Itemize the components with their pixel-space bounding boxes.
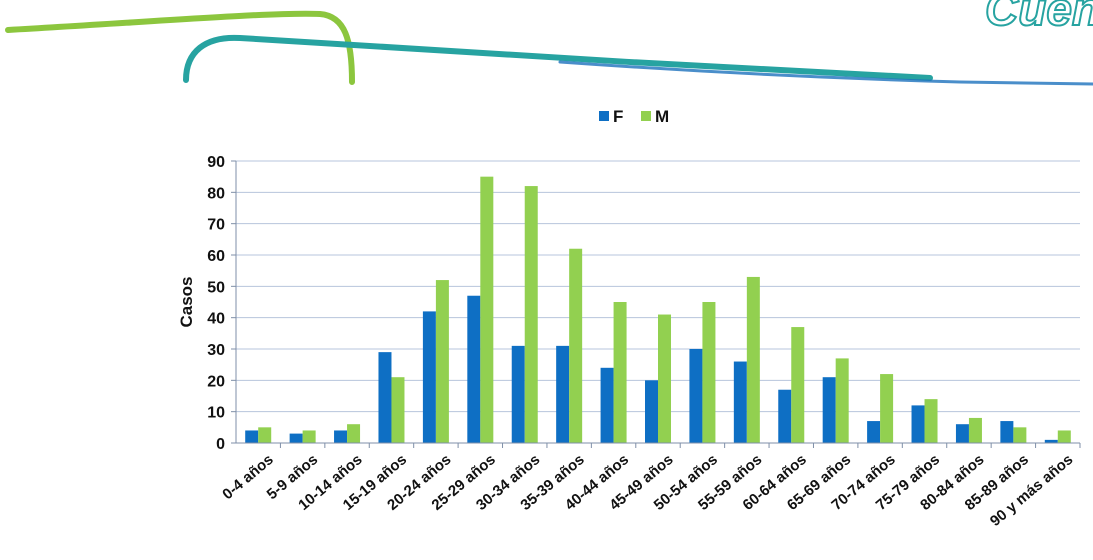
bar-m [258,427,272,443]
bar-m [968,417,982,443]
y-tick-label: 20 [207,373,225,390]
legend-swatch-m [641,111,651,121]
bar-f [511,345,525,443]
bar-m [791,327,805,443]
bar-m [435,280,449,443]
bar-m [302,430,316,443]
header-banner-graphic [5,10,1093,86]
bar-f [289,433,303,443]
bar-f [378,352,392,443]
bar-m [1057,430,1071,443]
banner-green-swoosh [5,10,355,85]
bar-m [1013,427,1027,443]
y-tick-label: 10 [207,405,225,422]
y-tick-label: 50 [207,279,225,296]
y-tick-label: 40 [207,311,225,328]
bar-m [880,374,894,443]
bar-f [822,377,836,443]
bar-m [658,314,671,443]
bar-f [778,389,792,443]
y-tick-label: 90 [207,154,225,171]
bar-f [955,424,969,443]
bar-m [835,358,849,443]
chart-legend: F M [599,107,669,126]
bar-f [556,345,570,443]
bar-f [1044,439,1058,443]
bar-m [524,186,538,444]
bar-m [391,377,405,443]
y-tick-label: 30 [207,342,225,359]
brand-logo: Cuenta [984,0,1093,36]
bar-f [645,380,658,443]
chart-bars [245,176,1071,444]
bar-m [746,276,760,443]
legend-label-f: F [613,107,623,126]
banner-teal-swoosh [183,34,933,83]
bar-f [1000,421,1014,443]
bar-f [733,361,747,443]
y-axis-title: Casos [177,276,196,327]
y-tick-label: 80 [207,185,225,202]
banner-blue-swoosh [558,60,1093,86]
bar-f [867,421,881,443]
y-tick-label: 60 [207,248,225,265]
bar-f [689,349,703,443]
bar-m [480,176,494,443]
bar-f [422,311,436,443]
bar-f [334,430,348,443]
y-tick-label: 70 [207,217,225,234]
bar-f [600,367,614,443]
bar-f [245,430,259,443]
bar-m [924,399,938,443]
y-tick-label: 0 [216,436,225,453]
legend-label-m: M [655,107,669,126]
legend-swatch-f [599,111,609,121]
bar-m [613,302,627,443]
bar-m [702,302,716,443]
bar-f [911,405,925,443]
bar-f [467,295,481,443]
y-axis: 0 10 20 30 40 50 60 70 80 90 [207,154,237,453]
bar-m [569,248,583,443]
bar-m [347,424,361,443]
